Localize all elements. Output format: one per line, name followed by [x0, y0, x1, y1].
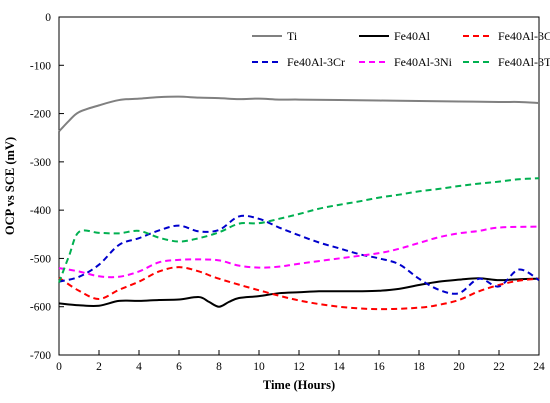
- x-tick-label: 20: [453, 361, 465, 373]
- y-tick-label: 0: [45, 12, 51, 24]
- x-tick-label: 14: [333, 361, 345, 373]
- legend: Ti Fe40Al Fe40Al-3Co Fe40Al-3Cr Fe40Al-3Ni Fe…: [252, 29, 550, 69]
- series-line-ti: [58, 95, 540, 133]
- x-tick-label: 18: [413, 361, 425, 373]
- legend-label-fe40al-3co: Fe40Al-3Co: [498, 29, 550, 43]
- legend-label-fe40al-3ni: Fe40Al-3Ni: [394, 55, 453, 69]
- x-tick-label: 2: [96, 361, 102, 373]
- x-tick-label: 10: [253, 361, 265, 373]
- legend-label-ti: Ti: [287, 29, 298, 43]
- x-tick-label: 4: [136, 361, 142, 373]
- series-line-fe40al-3ni: [58, 225, 540, 279]
- tick-layer: 0 2 4 6 8 10 12 14 16 18 20 22 240-100-200-300-400-5…: [30, 12, 545, 373]
- series-line-fe40al-3ti: [58, 177, 540, 283]
- x-tick-label: 22: [493, 361, 505, 373]
- y-tick-label: -600: [30, 302, 51, 314]
- x-axis-title: Time (Hours): [263, 378, 335, 392]
- y-tick-label: -200: [30, 109, 51, 121]
- x-tick-label: 8: [216, 361, 222, 373]
- legend-label-fe40al-3cr: Fe40Al-3Cr: [287, 55, 345, 69]
- y-tick-label: -500: [30, 253, 51, 265]
- x-tick-label: 6: [176, 361, 182, 373]
- axes-layer: [58, 16, 540, 356]
- x-tick-label: 0: [56, 361, 62, 373]
- y-tick-label: -400: [30, 205, 51, 217]
- x-tick-label: 12: [293, 361, 305, 373]
- y-axis-title: OCP vs SCE (mV): [3, 137, 17, 235]
- legend-label-fe40al: Fe40Al: [394, 29, 431, 43]
- y-tick-label: -300: [30, 157, 51, 169]
- y-tick-label: -100: [30, 60, 51, 72]
- legend-label-fe40al-3ti: Fe40Al-3Ti: [498, 55, 550, 69]
- x-tick-label: 16: [373, 361, 385, 373]
- x-tick-label: 24: [533, 361, 545, 373]
- series-line-fe40al: [58, 277, 540, 308]
- series-layer: [58, 95, 540, 311]
- series-line-fe40al-3cr: [58, 214, 540, 295]
- y-tick-label: -700: [30, 350, 51, 362]
